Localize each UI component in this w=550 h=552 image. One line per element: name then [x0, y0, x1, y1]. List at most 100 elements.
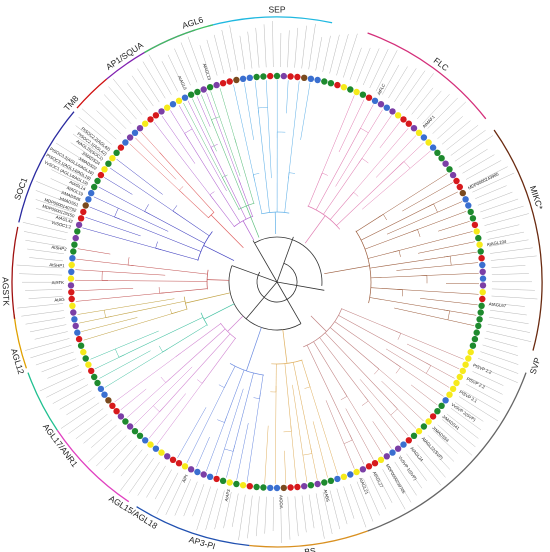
subtree-ap3pi [224, 369, 245, 423]
subtree-mike [417, 229, 421, 237]
leaf-label-placeholder [59, 390, 92, 410]
leaf-label-mike: MDP0000243985 [467, 171, 500, 190]
subtree-svp [364, 396, 401, 443]
leaf-label-placeholder [272, 20, 274, 68]
subtree-agl17 [118, 317, 204, 358]
species-dot [449, 171, 457, 179]
leaf-label-placeholder [16, 264, 63, 269]
leaf-label-placeholder [427, 435, 455, 462]
leaf-label-placeholder [22, 222, 68, 233]
species-dot [469, 342, 477, 349]
species-dot [307, 482, 315, 489]
subtree-mike [411, 211, 467, 232]
leaf-label-placeholder [491, 295, 538, 300]
subtree-soc1 [172, 210, 210, 237]
leaf-label-placeholder [35, 208, 72, 220]
subtree-agstk [101, 280, 208, 282]
leaf-label-placeholder [490, 255, 537, 261]
species-dot [377, 101, 385, 108]
species-dot [117, 413, 125, 420]
species-dot [72, 234, 79, 242]
leaf-label-placeholder [161, 61, 178, 92]
subtree-agstk [75, 269, 166, 276]
species-dot [462, 361, 469, 368]
subtree-mike [324, 265, 370, 275]
leaf-label-placeholder [417, 444, 446, 478]
species-dot [314, 480, 321, 488]
leaf-label-placeholder [462, 154, 495, 174]
species-dot [476, 241, 483, 248]
species-dot [75, 221, 83, 229]
species-dot [74, 228, 81, 235]
subtree-svp [374, 364, 431, 414]
leaf-label-placeholder [206, 39, 218, 76]
leaf-label-placeholder [70, 142, 99, 162]
leaf-label-placeholder [301, 495, 307, 533]
subtree-agl15 [201, 338, 236, 384]
leaf-label-placeholder [196, 486, 211, 531]
clade-label-agstk: AGSTK [0, 277, 11, 306]
leaf-label-placeholder [81, 108, 117, 140]
species-dot [479, 268, 486, 275]
species-dot [117, 144, 125, 151]
leaf-label-placeholder [68, 408, 104, 434]
subtree-svp [343, 390, 383, 455]
leaf-label-placeholder [75, 125, 108, 151]
subtree-ap1 [206, 92, 241, 185]
leaf-label-agstk: AtAG [54, 297, 65, 303]
leaf-label-placeholder [35, 190, 77, 206]
leaf-label-placeholder [156, 472, 179, 514]
subtree-svp [381, 380, 424, 422]
leaf-label-svp: PtSVP 2.1 [458, 389, 478, 404]
leaf-label-placeholder [489, 317, 529, 324]
species-dot [194, 468, 201, 476]
species-dot [67, 282, 75, 289]
subtree-sep [258, 106, 268, 109]
species-dot [301, 74, 308, 82]
subtree-mike [398, 250, 401, 257]
subtree-soc1 [114, 208, 119, 218]
species-dot [152, 445, 160, 452]
leaf-label-placeholder [146, 465, 166, 498]
subtree-ap1 [170, 110, 189, 139]
subtree-svp [425, 365, 432, 374]
subtree-svp [325, 332, 398, 410]
species-dot [88, 189, 95, 197]
leaf-label-placeholder [232, 493, 239, 527]
leaf-label-placeholder [446, 413, 479, 439]
subtree-ap1 [210, 147, 247, 220]
clade-arc-agl6 [144, 24, 214, 54]
subtree-ap1 [238, 178, 253, 217]
species-dot [94, 379, 101, 387]
subtree-ap1 [242, 220, 255, 241]
leaf-label-placeholder [112, 444, 137, 474]
leaf-label-placeholder [78, 116, 112, 145]
species-dot [164, 104, 171, 111]
subtree-soc1 [172, 205, 178, 212]
leaf-label-bs: AtGOA [279, 495, 284, 509]
leaf-label-placeholder [375, 50, 398, 92]
leaf-label-placeholder [287, 30, 290, 68]
subtree-agstk [75, 288, 134, 292]
subtree-svp [313, 341, 348, 397]
species-dot [260, 484, 267, 491]
subtree-flc [399, 142, 424, 166]
species-dot [71, 316, 78, 323]
leaf-label-placeholder [131, 75, 154, 107]
species-dot [287, 73, 294, 80]
subtree-flc [323, 158, 363, 215]
species-dot [442, 397, 449, 404]
subtree-mike [386, 201, 463, 235]
species-dot [321, 78, 328, 85]
subtree-ap3pi [224, 448, 234, 452]
leaf-label-placeholder [450, 130, 486, 156]
species-dot [475, 234, 482, 242]
leaf-label-placeholder [432, 429, 458, 454]
subtree-agstk [206, 279, 230, 281]
subtree-agl17 [203, 303, 235, 320]
species-dot [340, 473, 348, 480]
subtree-svp [361, 400, 369, 406]
species-dot [459, 189, 466, 197]
subtree-agl15 [114, 353, 181, 403]
subtree-flc [375, 135, 417, 178]
